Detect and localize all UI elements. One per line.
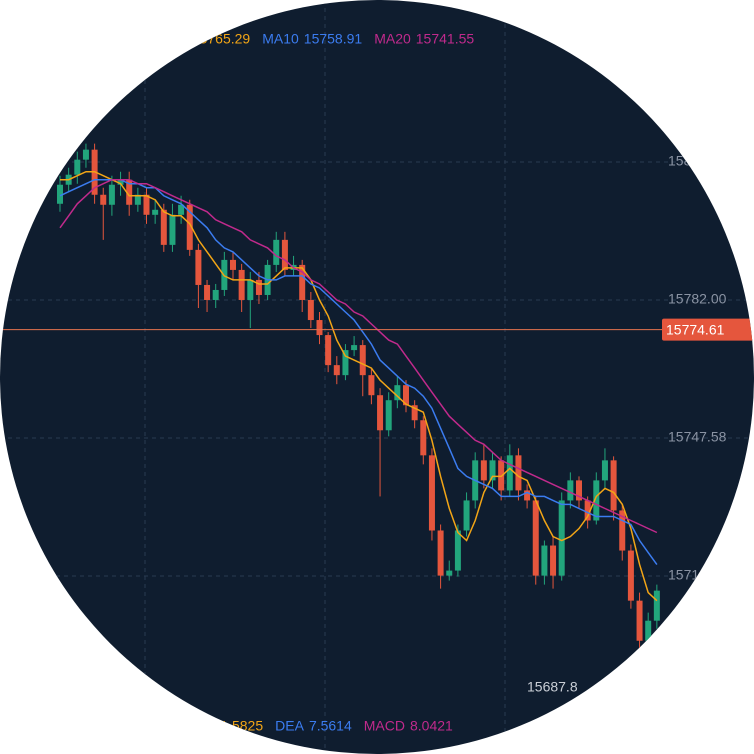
candle-body	[255, 279, 262, 295]
candle-body	[342, 350, 349, 376]
y-tick-label: 15747.58	[668, 429, 727, 445]
candle-body	[653, 590, 660, 621]
candle-body	[281, 239, 288, 270]
candle-body	[325, 335, 332, 366]
candle-body	[307, 299, 314, 321]
candle-body	[645, 620, 652, 641]
candle-body	[143, 194, 150, 215]
y-tick-label: 15713.16	[668, 567, 727, 583]
candle-body	[74, 159, 81, 175]
candle-body	[186, 204, 193, 250]
candle-body	[428, 455, 435, 531]
candle-body	[506, 455, 513, 491]
candle-body	[437, 530, 444, 576]
candle-body	[247, 279, 254, 300]
candle-body	[541, 545, 548, 576]
candle-body	[169, 214, 176, 245]
candle-body	[489, 460, 496, 481]
candle-body	[515, 455, 522, 491]
candle-body	[463, 500, 470, 531]
legend-value: 8.0421	[410, 718, 453, 734]
candle-body	[195, 249, 202, 285]
candle-body	[532, 500, 539, 576]
legend-name: DIF	[186, 718, 209, 734]
candle-body	[619, 510, 626, 551]
candle-body	[230, 259, 236, 270]
candle-body	[558, 500, 565, 576]
y-tick-label: 15816.42	[668, 153, 727, 169]
candle-body	[420, 420, 427, 456]
candle-body	[446, 570, 453, 576]
candle-body	[100, 194, 107, 205]
candle-body	[359, 345, 366, 376]
legend-value: 15758.91	[304, 31, 363, 47]
legend-name: DEA	[275, 718, 304, 734]
legend-value: 11.5825	[214, 718, 264, 734]
current-price-box	[662, 318, 754, 341]
candle-body	[316, 320, 323, 336]
legend-name: MACD	[364, 718, 405, 734]
candle-body	[134, 194, 141, 205]
candle-body	[636, 600, 643, 641]
candle-body	[351, 345, 358, 351]
candle-body	[454, 530, 461, 571]
candle-body	[576, 480, 582, 501]
candle-body	[377, 395, 384, 431]
legend-value: 15765.29	[192, 31, 251, 47]
candle-body	[368, 375, 375, 396]
candle-body	[584, 500, 591, 521]
ma-line	[59, 178, 658, 566]
candle-body	[394, 385, 401, 401]
vertical-grid	[144, 0, 506, 754]
legend-name: MA5	[158, 31, 187, 47]
y-tick-label: 15782.00	[668, 291, 727, 307]
candle-body	[480, 460, 487, 481]
candle-body	[567, 480, 574, 501]
legend-name: MA20	[374, 31, 411, 47]
candle-body	[238, 269, 245, 300]
candle-body	[524, 490, 531, 501]
candle-body	[593, 480, 600, 521]
candle-body	[152, 209, 159, 215]
candle-body	[126, 179, 133, 205]
candle-body	[385, 400, 392, 431]
candle-body	[299, 264, 306, 300]
candle-body	[610, 460, 617, 511]
candle-body	[82, 149, 89, 160]
candle-body	[333, 365, 340, 376]
candle-body	[212, 289, 219, 300]
current-price-label: 15774.61	[666, 321, 725, 337]
legend-value: 7.5614	[309, 718, 352, 734]
candle-body	[273, 239, 280, 265]
candle-body	[627, 550, 634, 601]
candle-body	[117, 179, 124, 185]
candle-body	[550, 545, 557, 576]
legend-value: 15741.55	[416, 31, 475, 47]
candle-body	[57, 184, 63, 204]
candle-body	[601, 460, 608, 481]
legend-name: MA10	[262, 31, 299, 47]
candle-body	[204, 284, 211, 300]
candle-body	[498, 460, 505, 491]
candle-body	[160, 209, 167, 245]
candle-body	[108, 184, 115, 205]
candle-body	[403, 385, 409, 406]
ma-line	[60, 170, 658, 602]
candle-body	[411, 405, 418, 421]
min-price-label: 15687.8	[527, 679, 578, 695]
candle-body	[178, 204, 185, 215]
ma-line	[59, 178, 658, 534]
